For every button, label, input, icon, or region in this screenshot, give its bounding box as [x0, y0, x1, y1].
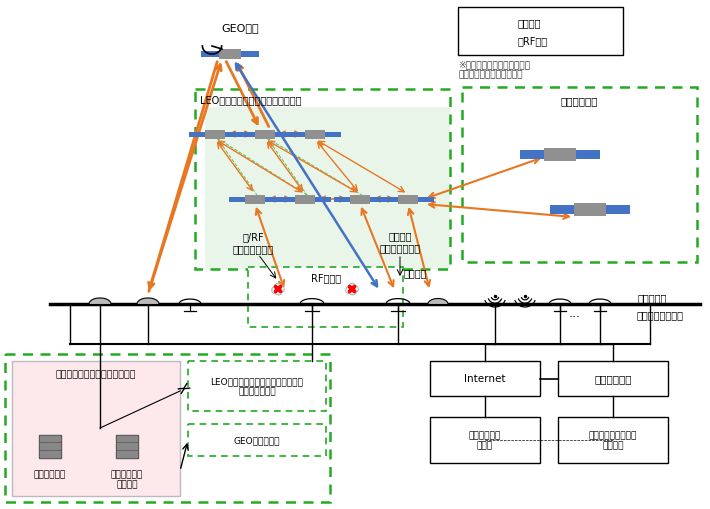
Circle shape [275, 288, 282, 295]
Text: ネットワーク
制御機能: ネットワーク 制御機能 [111, 469, 143, 489]
Bar [550, 205, 574, 214]
Bar [325, 132, 341, 137]
Bar [219, 50, 241, 60]
Circle shape [349, 284, 356, 291]
Bar [12, 361, 180, 496]
Bar [398, 195, 418, 204]
Bar [558, 417, 668, 463]
Bar [201, 52, 219, 58]
Text: 光サイト
ダイバーシティ: 光サイト ダイバーシティ [379, 231, 420, 252]
Text: GEO衛星: GEO衛星 [222, 23, 259, 33]
Circle shape [272, 287, 279, 294]
Bar [279, 197, 295, 202]
Bar [229, 197, 245, 202]
Bar [239, 132, 255, 137]
Bar [117, 451, 137, 457]
Bar [188, 361, 326, 411]
Bar [116, 443, 138, 450]
Bar [205, 108, 450, 269]
Bar [225, 132, 241, 137]
Text: 光/RF
ダイバーシティ: 光/RF ダイバーシティ [232, 232, 273, 253]
Polygon shape [89, 298, 111, 304]
Text: 地球観測衛星: 地球観測衛星 [561, 96, 599, 106]
Text: ※本図では一対一、一対多、
多対多の区別はしていない: ※本図では一対一、一対多、 多対多の区別はしていない [458, 60, 530, 79]
Bar [39, 451, 61, 458]
Text: Internet: Internet [464, 374, 506, 384]
Bar [458, 8, 623, 56]
Bar [418, 197, 434, 202]
Bar [315, 197, 331, 202]
Bar [275, 132, 291, 137]
Bar [116, 435, 138, 442]
Text: LEO光通信衛星コンステレーション: LEO光通信衛星コンステレーション [200, 95, 302, 105]
Bar [5, 354, 330, 502]
Text: 衛星管制局: 衛星管制局 [638, 293, 667, 302]
Bar [289, 132, 305, 137]
Bar [241, 52, 259, 58]
Text: 自動運用機能: 自動運用機能 [34, 469, 66, 478]
Bar [116, 451, 138, 458]
Bar [205, 130, 225, 139]
Bar [189, 132, 205, 137]
Bar [248, 267, 403, 327]
Text: エンドユーザ: エンドユーザ [594, 374, 632, 384]
Circle shape [351, 286, 359, 293]
Text: ...: ... [569, 306, 581, 319]
Bar [430, 417, 540, 463]
Text: ：光回線: ：光回線 [518, 18, 542, 28]
Bar [576, 150, 600, 159]
Bar [520, 150, 544, 159]
Polygon shape [137, 298, 159, 304]
Circle shape [346, 287, 353, 294]
Text: 衛星データノフット
フォーム: 衛星データノフット フォーム [589, 431, 637, 450]
Bar [40, 443, 60, 449]
Bar [334, 197, 350, 202]
Bar [39, 443, 61, 450]
Circle shape [277, 286, 284, 293]
Text: 光地上局: 光地上局 [403, 267, 427, 277]
Bar [117, 443, 137, 449]
Bar [39, 435, 61, 442]
Text: ネットワーク統合制御システム: ネットワーク統合制御システム [56, 369, 136, 378]
Bar [430, 361, 540, 396]
Polygon shape [428, 299, 448, 304]
Bar [462, 88, 697, 263]
Circle shape [275, 284, 282, 291]
Bar [255, 130, 275, 139]
Text: RF地上局: RF地上局 [311, 272, 341, 282]
Text: ：RF回線: ：RF回線 [518, 36, 548, 46]
Bar [40, 436, 60, 441]
Bar [40, 451, 60, 457]
Bar [245, 195, 265, 204]
Bar [305, 130, 325, 139]
Circle shape [349, 288, 356, 295]
Text: 地球観測衛星
事業者: 地球観測衛星 事業者 [469, 431, 501, 450]
Bar [188, 424, 326, 456]
Text: LEO光通信衛星コンステレーション
事業者システム: LEO光通信衛星コンステレーション 事業者システム [211, 377, 303, 396]
Bar [370, 197, 386, 202]
Bar [382, 197, 398, 202]
Bar [350, 195, 370, 204]
Bar [574, 203, 606, 216]
Bar [558, 361, 668, 396]
Bar [544, 148, 576, 161]
Text: GEO衛星事業者: GEO衛星事業者 [234, 436, 280, 445]
Bar [606, 205, 630, 214]
Bar [195, 90, 450, 269]
Bar [117, 436, 137, 441]
Bar [265, 197, 281, 202]
Bar [295, 195, 315, 204]
Text: 地上ネットワーク: 地上ネットワーク [636, 309, 684, 319]
